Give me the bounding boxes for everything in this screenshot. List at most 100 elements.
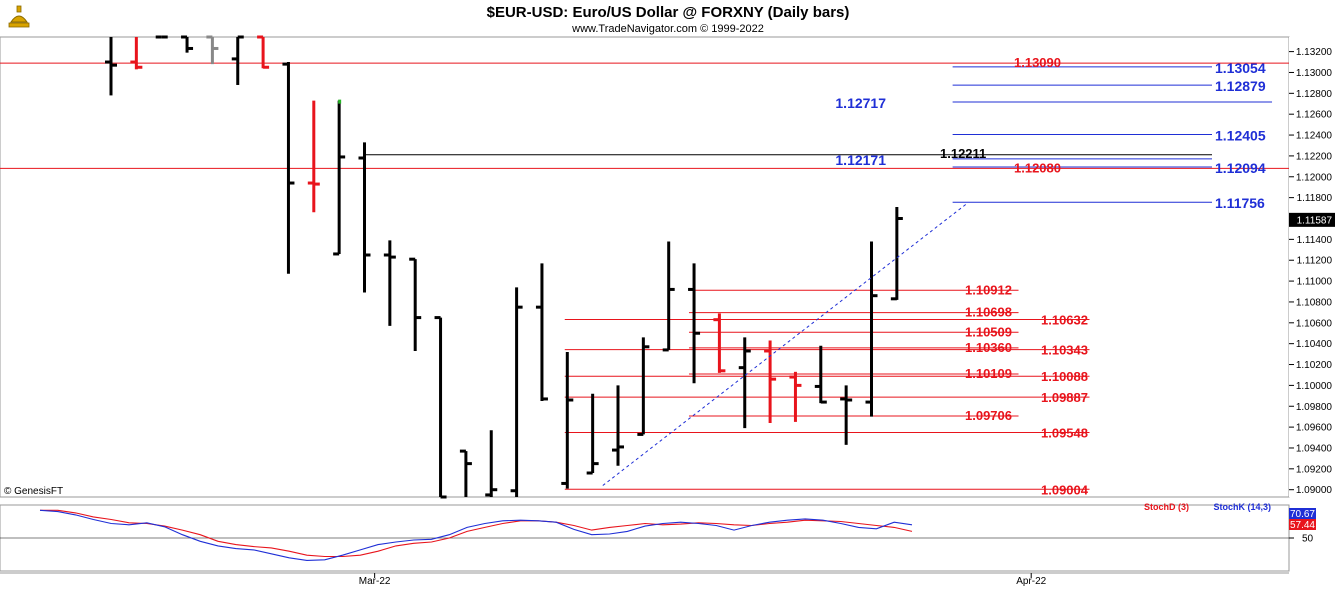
time-axis-label: Mar-22 [359,576,391,587]
level-label: 1.12094 [1215,160,1266,176]
ohlc-bar [814,345,827,404]
ohlc-bars [105,35,903,499]
price-axis-label: 1.12800 [1296,89,1333,100]
stochastic-axis-label: 50 [1302,534,1314,545]
ohlc-bar [688,263,701,384]
level-label: 1.10109 [965,366,1012,381]
legend-stochk: StochK (14,3) [1213,502,1271,512]
price-axis-label: 1.09000 [1296,485,1333,496]
stochastic-panel: StochD (3) StochK (14,3) [0,502,1290,572]
level-label: 1.09004 [1041,482,1089,497]
ohlc-bar [358,142,371,293]
ohlc-bar [206,35,219,65]
ohlc-bar [307,100,320,213]
last-price-label: 1.11587 [1297,215,1333,226]
ohlc-bar [789,371,802,422]
stochastic-series-line [40,509,913,558]
level-label: 1.10632 [1041,312,1088,327]
trendline-line [602,202,969,486]
ohlc-bar [434,316,447,499]
ohlc-bar [409,257,422,351]
ohlc-bar [586,393,599,475]
level-label: 1.10509 [965,324,1012,339]
ohlc-bar [662,241,675,352]
level-label: 1.13054 [1215,60,1266,76]
level-label: 1.12405 [1215,128,1266,144]
level-label: 1.09887 [1041,390,1088,405]
ohlc-bar [713,313,726,373]
level-label: 1.11756 [1215,195,1265,211]
trendline [602,202,969,486]
price-axis-label: 1.12400 [1296,131,1333,142]
ohlc-bar [510,287,523,497]
ohlc-bar [738,337,751,429]
level-label: 1.10698 [965,305,1012,320]
price-axis-label: 1.12200 [1296,151,1333,162]
price-axis-label: 1.09400 [1296,443,1333,454]
chart-title: $EUR-USD: Euro/US Dollar @ FORXNY (Daily… [487,4,850,21]
level-label: 1.10088 [1041,369,1088,384]
stochastic-last-value-label: 70.67 [1290,509,1315,520]
price-axis-label: 1.13200 [1296,47,1333,58]
time-axis: Mar-22 Apr-22 [0,572,1289,591]
price-axis-label: 1.10000 [1296,381,1333,392]
ohlc-bar [840,385,853,445]
up-tick-marker [338,99,342,104]
price-axis-label: 1.09600 [1296,423,1333,434]
stochastic-lines [0,509,1289,561]
price-axis-label: 1.10400 [1296,339,1333,350]
level-label: 1.12717 [835,95,886,111]
price-panel: 1.13090 1.12080 1.13054 1.12879 1.12717 1.124… [0,35,1290,499]
ohlc-bar [485,430,498,497]
ohlc-bar [282,62,295,274]
level-lines [0,62,1289,490]
ohlc-bar [105,37,117,96]
price-axis-label: 1.12600 [1296,110,1333,121]
level-labels: 1.13090 1.12080 1.13054 1.12879 1.12717 1.124… [835,55,1265,497]
ohlc-bar [257,35,270,69]
price-axis-label: 1.10800 [1296,297,1333,308]
ohlc-bar [181,35,194,53]
logo-icon [7,4,31,30]
stochastic-last-value-marker [1289,519,1316,530]
level-label: 1.12171 [835,152,886,168]
price-axis-label: 1.11400 [1297,235,1333,246]
price-axis-label: 1.11000 [1297,277,1333,288]
level-label: 1.09706 [965,408,1012,423]
price-axis-label: 1.11800 [1297,193,1333,204]
chart-subtitle: www.TradeNavigator.com © 1999-2022 [571,23,764,35]
ohlc-bar [865,241,878,417]
ohlc-bar [561,352,574,489]
level-label: 1.12211 [940,146,986,161]
watermark: © GenesisFT [4,486,63,497]
price-axis-label: 1.09200 [1296,464,1333,475]
ohlc-bar [383,240,396,326]
ohlc-bar [637,337,650,436]
stochastic-last-value-marker [1289,508,1316,519]
ohlc-bar [231,35,244,85]
ohlc-bar [612,385,624,466]
level-label: 1.12080 [1014,160,1061,175]
ohlc-bar [333,99,346,256]
level-label: 1.10343 [1041,343,1088,358]
stochastic-series-line [39,509,913,561]
last-price-marker [1289,212,1335,227]
price-axis-label: 1.13000 [1296,68,1333,79]
level-label: 1.12879 [1215,78,1266,94]
ohlc-bar [764,340,777,423]
price-axis-label: 1.12000 [1296,172,1333,183]
ohlc-bar [535,263,548,402]
ohlc-bar [130,37,143,70]
level-label: 1.10360 [965,340,1012,355]
level-label: 1.13090 [1014,55,1061,70]
price-axis-label: 1.10200 [1296,360,1333,371]
level-label: 1.10912 [965,282,1012,297]
price-axis-label: 1.11200 [1297,256,1333,267]
ohlc-bar [459,449,472,497]
legend-stochd: StochD (3) [1144,502,1189,512]
ohlc-bar [890,207,903,301]
level-label: 1.09548 [1041,426,1088,441]
stochastic-last-value-label: 57.44 [1290,520,1315,531]
